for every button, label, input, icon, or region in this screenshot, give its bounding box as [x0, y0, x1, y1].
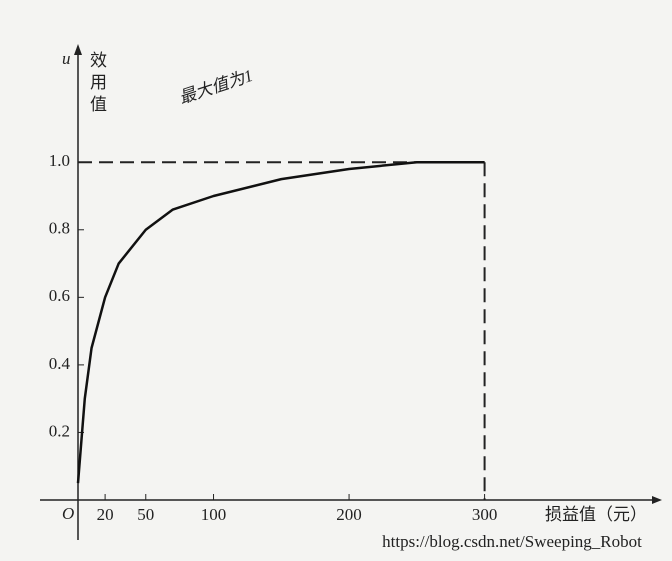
- y-tick-label: 0.2: [49, 421, 70, 440]
- y-arrow: [74, 44, 82, 55]
- y-symbol: u: [62, 49, 71, 68]
- x-tick-label: 20: [97, 505, 114, 524]
- x-tick-label: 100: [201, 505, 227, 524]
- handwritten-note: 最大值为1: [177, 66, 256, 108]
- y-tick-label: 0.4: [49, 354, 71, 373]
- x-tick-label: 200: [336, 505, 362, 524]
- watermark: https://blog.csdn.net/Sweeping_Robot: [382, 532, 642, 551]
- x-axis-label: 损益值（元）: [545, 505, 647, 524]
- utility-curve: [76, 160, 485, 484]
- y-tick-label: 0.6: [49, 286, 70, 305]
- y-tick-label: 0.8: [49, 219, 70, 238]
- x-tick-label: 300: [472, 505, 498, 524]
- y-axis-label: 效用值: [90, 51, 107, 114]
- origin-label: O: [62, 504, 74, 523]
- x-arrow: [652, 496, 662, 504]
- x-tick-label: 50: [137, 505, 154, 524]
- y-tick-label: 1.0: [49, 151, 70, 170]
